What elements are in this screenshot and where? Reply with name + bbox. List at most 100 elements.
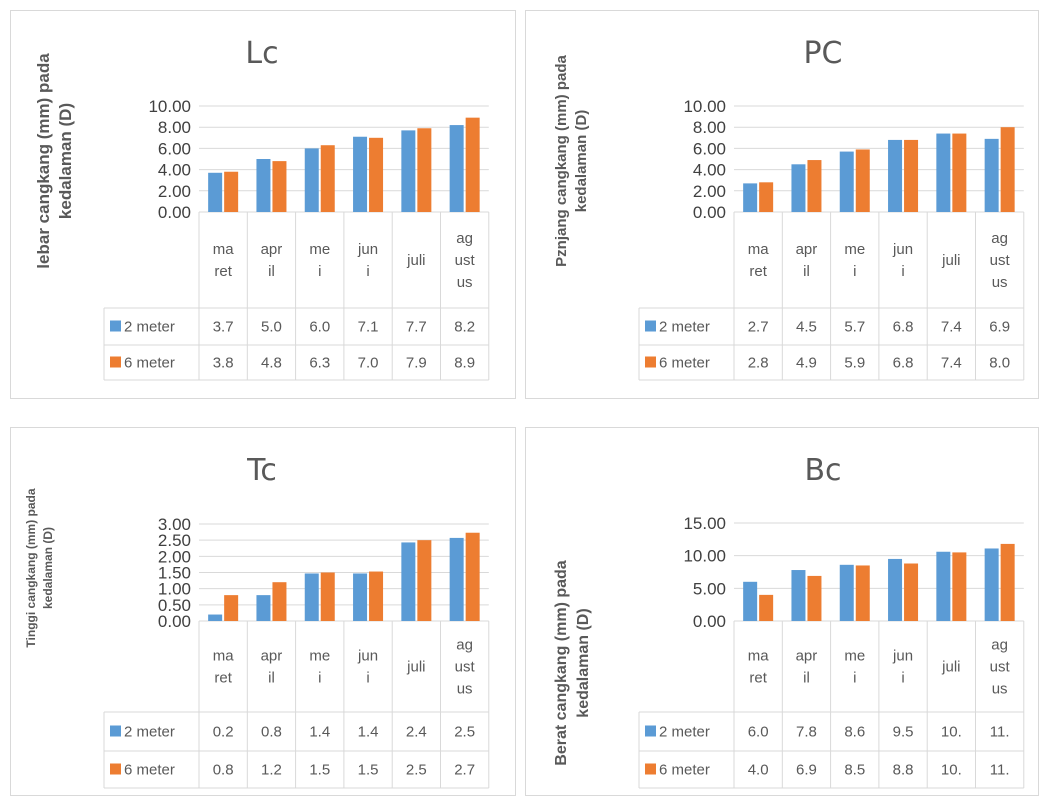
x-category-label: ag ust us bbox=[990, 230, 1011, 291]
data-label: 1.4 bbox=[358, 724, 379, 741]
bar-2-meter bbox=[936, 551, 951, 621]
x-category-label: jun i bbox=[357, 241, 378, 280]
x-category-label: ag ust us bbox=[455, 230, 476, 291]
data-label: 4.8 bbox=[261, 355, 282, 372]
bar-6-meter bbox=[224, 595, 239, 621]
x-category-label-line: jun bbox=[357, 648, 378, 665]
y-tick-label: 8.00 bbox=[693, 118, 726, 137]
bar-2-meter bbox=[304, 573, 319, 621]
x-category-label-line: juli bbox=[941, 659, 960, 676]
x-category-label-line: ust bbox=[455, 659, 476, 676]
x-category-label-line: me bbox=[309, 241, 330, 258]
y-tick-label: 1.50 bbox=[158, 564, 191, 583]
data-label: 11. bbox=[990, 724, 1010, 741]
chart-title: Lc bbox=[245, 36, 278, 71]
x-category-label-line: juli bbox=[941, 252, 960, 269]
data-label: 6.0 bbox=[309, 319, 330, 336]
x-category-label-line: i bbox=[318, 263, 321, 280]
y-tick-label: 0.00 bbox=[158, 612, 191, 631]
bar-6-meter bbox=[759, 594, 774, 621]
x-category-label: me i bbox=[309, 241, 330, 280]
data-label: 8.8 bbox=[893, 762, 914, 779]
data-label: 5.7 bbox=[844, 319, 865, 336]
bar-2-meter bbox=[208, 614, 223, 621]
y-tick-label: 6.00 bbox=[158, 139, 191, 158]
x-category-label-line: juli bbox=[406, 252, 425, 269]
y-tick-label: 0.00 bbox=[158, 203, 191, 222]
chart-panel-lc: Lc lebar cangkang (mm) pada kedalaman (D) 0… bbox=[10, 10, 516, 399]
bar-6-meter bbox=[855, 149, 870, 212]
x-category-label-line: i bbox=[901, 263, 904, 280]
chart-title: Tc bbox=[246, 453, 277, 488]
data-label: 1.5 bbox=[309, 762, 330, 779]
chart-panel-bc: Bc Berat cangkang (mm) pada kedalaman (D) 0… bbox=[525, 427, 1039, 796]
legend-entry: 6 meter bbox=[659, 762, 710, 779]
bar-6-meter bbox=[272, 582, 287, 621]
bar-2-meter bbox=[936, 133, 951, 212]
data-label: 8.0 bbox=[989, 355, 1010, 372]
bar-6-meter bbox=[320, 572, 335, 621]
bar-2-meter bbox=[984, 548, 999, 621]
data-label: 6.8 bbox=[893, 319, 914, 336]
x-category-label-line: ret bbox=[749, 670, 767, 687]
bar-6-meter bbox=[369, 137, 384, 212]
x-category-label-line: ust bbox=[990, 252, 1011, 269]
data-label: 8.5 bbox=[844, 762, 865, 779]
data-label: 3.7 bbox=[213, 319, 234, 336]
x-category-label-line: apr bbox=[796, 241, 818, 258]
data-label: 0.8 bbox=[261, 724, 282, 741]
x-category-label-line: ag bbox=[991, 230, 1008, 247]
legend-swatch bbox=[645, 320, 656, 332]
bar-6-meter bbox=[417, 540, 432, 621]
legend-entry: 2 meter bbox=[124, 319, 175, 336]
x-category-label-line: me bbox=[844, 241, 865, 258]
data-label: 11. bbox=[990, 762, 1010, 779]
legend-swatch bbox=[645, 356, 656, 368]
data-label: 0.2 bbox=[213, 724, 234, 741]
x-category-label-line: ag bbox=[456, 637, 473, 654]
y-tick-label: 6.00 bbox=[693, 139, 726, 158]
data-label: 4.0 bbox=[748, 762, 769, 779]
x-category-label-line: ust bbox=[455, 252, 476, 269]
bar-2-meter bbox=[839, 151, 854, 212]
x-category-label-line: us bbox=[457, 681, 473, 698]
data-label: 7.1 bbox=[358, 319, 379, 336]
y-tick-label: 2.50 bbox=[158, 531, 191, 550]
y-axis-label: lebar cangkang (mm) pada kedalaman (D) bbox=[34, 53, 75, 269]
y-axis-label-line: Berat cangkang (mm) pada bbox=[553, 560, 570, 765]
x-category-label-line: ma bbox=[748, 241, 769, 258]
bar-6-meter bbox=[855, 565, 870, 621]
data-label: 2.5 bbox=[406, 762, 427, 779]
data-label: 4.9 bbox=[796, 355, 817, 372]
x-category-label: juli bbox=[406, 252, 425, 269]
x-category-label: juli bbox=[941, 252, 960, 269]
bar-2-meter bbox=[256, 595, 271, 621]
legend-entry: 6 meter bbox=[124, 762, 175, 779]
x-category-label-line: jun bbox=[892, 241, 913, 258]
x-category-label: jun i bbox=[357, 648, 378, 687]
y-tick-label: 2.00 bbox=[693, 182, 726, 201]
x-category-label-line: us bbox=[992, 681, 1008, 698]
legend-swatch bbox=[110, 320, 121, 332]
x-category-label-line: ag bbox=[456, 230, 473, 247]
x-category-label-line: apr bbox=[796, 648, 818, 665]
x-category-label-line: il bbox=[268, 263, 275, 280]
x-category-label-line: ret bbox=[749, 263, 767, 280]
y-tick-label: 0.00 bbox=[693, 612, 726, 631]
data-label: 8.6 bbox=[844, 724, 865, 741]
y-tick-label: 5.00 bbox=[693, 579, 726, 598]
data-label: 2.5 bbox=[454, 724, 475, 741]
x-category-label: ma ret bbox=[213, 241, 234, 280]
x-category-label: ag ust us bbox=[990, 637, 1011, 698]
bar-2-meter bbox=[353, 573, 368, 621]
bar-6-meter bbox=[465, 532, 480, 621]
bar-2-meter bbox=[743, 581, 758, 621]
x-category-label-line: i bbox=[853, 263, 856, 280]
bar-2-meter bbox=[888, 139, 903, 212]
y-axis-label-line: kedalaman (D) bbox=[56, 103, 75, 219]
data-label: 7.9 bbox=[406, 355, 427, 372]
data-label: 9.5 bbox=[893, 724, 914, 741]
data-label: 5.9 bbox=[844, 355, 865, 372]
data-label: 3.8 bbox=[213, 355, 234, 372]
data-label: 1.4 bbox=[309, 724, 330, 741]
